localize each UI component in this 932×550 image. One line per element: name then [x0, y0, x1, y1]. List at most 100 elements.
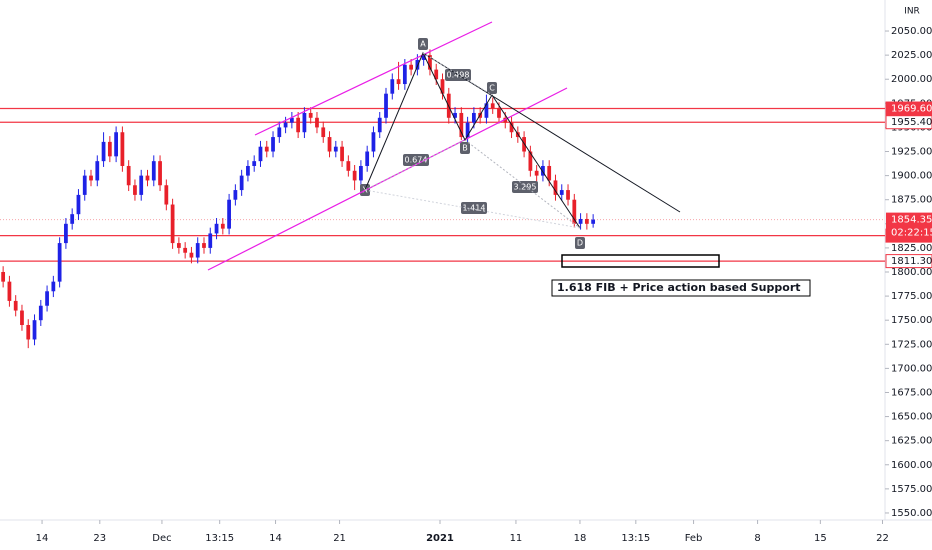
y-tick-label: 2050.00: [891, 26, 932, 37]
y-tick-label: 1700.00: [891, 363, 932, 374]
countdown: 02:22:15: [891, 228, 932, 239]
candle-body: [541, 165, 545, 176]
x-tick-label: 15: [814, 533, 827, 544]
last-price-tag: [886, 212, 932, 240]
channel-line: [254, 21, 493, 136]
level-tag: [885, 115, 932, 130]
candle-body: [384, 93, 388, 118]
x-tick-label: 23: [93, 533, 106, 544]
candle-body: [327, 137, 332, 152]
candle-body: [528, 151, 533, 171]
candle-body: [315, 117, 319, 128]
candle-body: [133, 185, 137, 195]
candle-body: [114, 132, 118, 157]
candle-body: [547, 165, 552, 181]
y-tick-label: 1600.00: [891, 460, 932, 471]
ratio-line: [422, 52, 493, 96]
candle-body: [89, 175, 93, 181]
level-tag: [885, 101, 932, 116]
candle-body: [57, 243, 62, 282]
candle-body: [365, 151, 370, 166]
y-tick-label: 2000.00: [891, 74, 932, 85]
trend-line: [422, 52, 681, 213]
y-tick-label: 1875.00: [891, 195, 932, 206]
candle-body: [51, 281, 56, 292]
candle-body: [227, 199, 231, 229]
x-tick-label: 21: [333, 533, 346, 544]
candle-body: [308, 112, 313, 118]
candle-body: [371, 132, 376, 152]
candle-body: [107, 141, 112, 157]
candle-body: [421, 55, 426, 60]
level-label: 1969.60: [891, 104, 932, 115]
point-tag: [487, 82, 497, 94]
candle-body: [584, 218, 589, 224]
candle-body: [534, 170, 539, 176]
candle-body: [38, 305, 43, 321]
candle-body: [7, 281, 12, 301]
candle-body: [139, 175, 144, 195]
point-label: B: [462, 144, 468, 153]
candle-body: [289, 117, 294, 123]
candle-body: [158, 161, 162, 186]
candle-body: [26, 325, 31, 340]
x-tick-label: 13:15: [205, 533, 234, 544]
candle-body: [503, 117, 508, 123]
candle-body: [459, 112, 464, 138]
candle-body: [246, 165, 250, 176]
ratio-tag: [403, 154, 429, 166]
y-tick-label: 1750.00: [891, 315, 932, 326]
candle-body: [591, 219, 596, 224]
annotation-box: [551, 279, 811, 297]
candle-body: [164, 185, 169, 205]
drawings: 1.618 FIB + Price action based Support: [207, 21, 811, 297]
candle-body: [126, 165, 131, 186]
candle-body: [189, 252, 194, 258]
y-tick-label: 1550.00: [891, 508, 932, 519]
candle-body: [258, 146, 263, 162]
candle-body: [296, 117, 301, 133]
candle-body: [101, 141, 106, 162]
x-tick-label: 11: [510, 533, 523, 544]
point-tag: [418, 38, 428, 50]
candle-body: [428, 55, 432, 70]
candle-body: [409, 64, 413, 70]
ratio-label: 1.414: [463, 204, 486, 213]
candle-body: [415, 59, 420, 70]
point-label: D: [577, 239, 583, 248]
y-tick-label: 1675.00: [891, 387, 932, 398]
candle-body: [472, 112, 476, 123]
x-tick-label: 8: [754, 533, 760, 544]
ratio-label: 0.674: [405, 156, 428, 165]
annotation: 1.618 FIB + Price action based Support: [557, 281, 801, 294]
x-tick-label: Feb: [685, 533, 703, 544]
candle-body: [434, 69, 439, 80]
candle-body: [252, 161, 257, 166]
candle-body: [346, 161, 351, 171]
candle-body: [13, 300, 18, 311]
candle-body: [553, 180, 558, 195]
candle-body: [321, 127, 326, 138]
ratio-line: [364, 189, 581, 229]
candle-body: [390, 79, 395, 94]
last-price-label: 1854.35: [891, 215, 932, 226]
y-tick-label: 1900.00: [891, 171, 932, 182]
candle-body: [352, 170, 357, 181]
candle-body: [76, 194, 81, 215]
candle-body: [177, 243, 181, 248]
candle-body: [465, 122, 470, 138]
level-label: 1811.30: [891, 256, 932, 267]
point-tag: [575, 237, 585, 249]
candle-body: [70, 214, 75, 224]
x-tick-label: 18: [574, 533, 587, 544]
candle-body: [120, 132, 125, 166]
x-tick-label: 2021: [426, 533, 454, 544]
candle-body: [271, 137, 275, 152]
candle-body: [264, 146, 269, 152]
candle-body: [572, 199, 577, 224]
level-tag: [885, 254, 932, 269]
candle-body: [484, 103, 489, 118]
candle-body: [377, 117, 382, 133]
y-tick-label: 1825.00: [891, 243, 932, 254]
